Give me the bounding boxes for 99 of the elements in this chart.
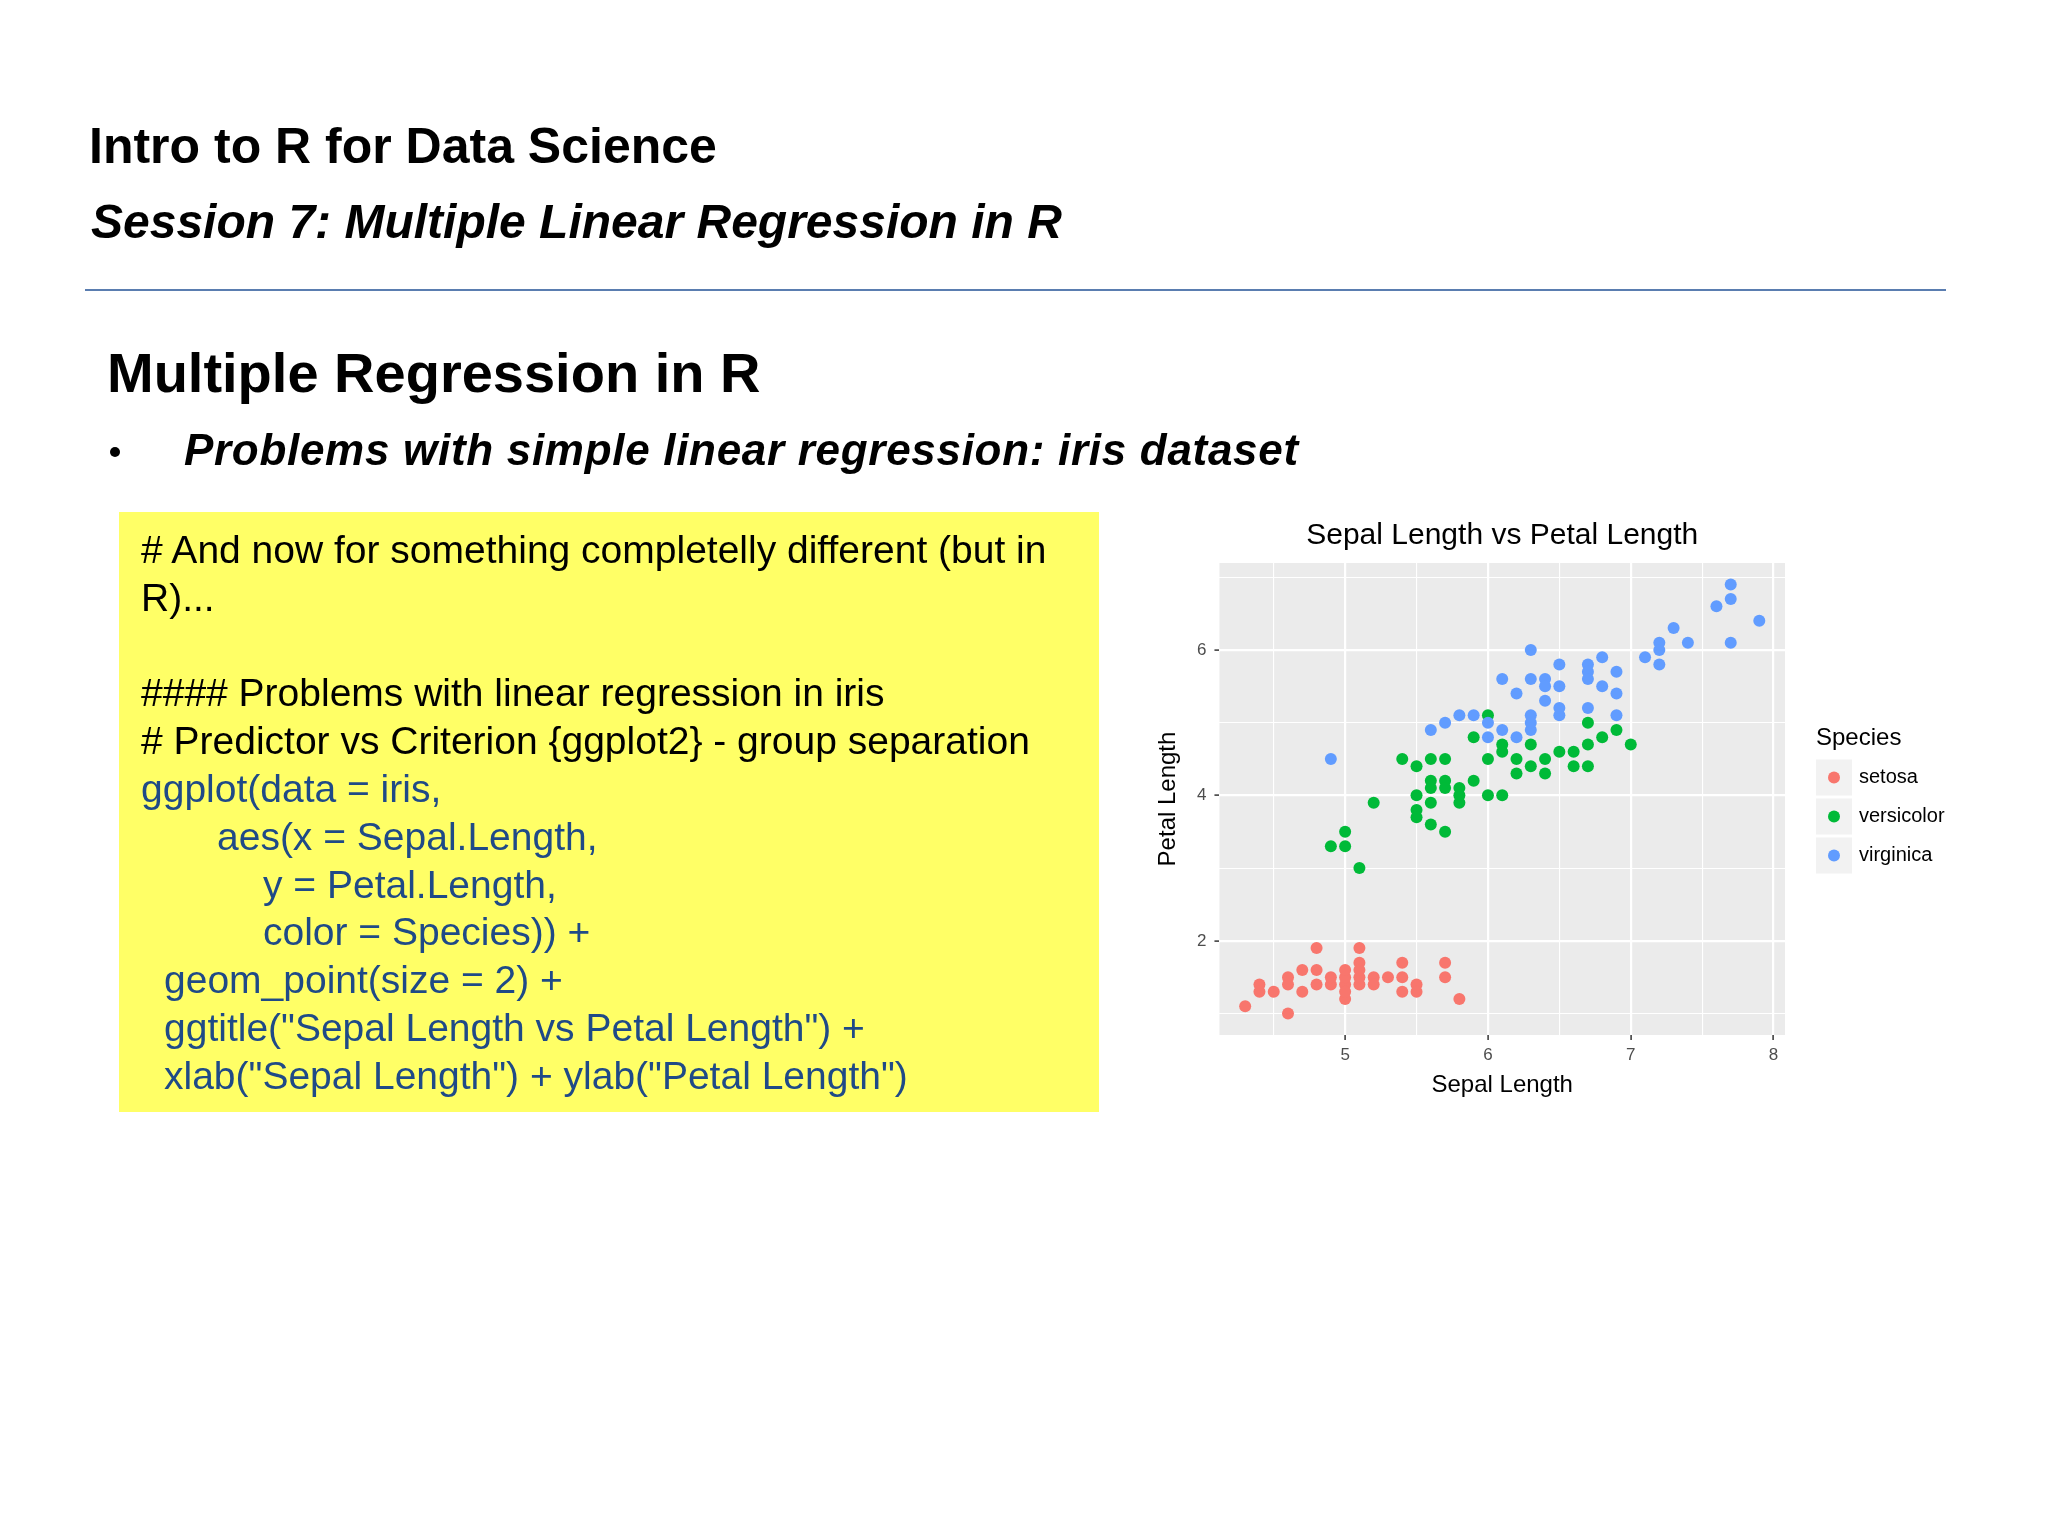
text: Problems with simple linear regression: iris dataset (184, 425, 1299, 474)
chart-title: Sepal Length vs Petal Length (1306, 517, 1699, 551)
point (1481, 731, 1494, 744)
point (1581, 760, 1594, 773)
point (1553, 680, 1566, 693)
point (1610, 687, 1623, 700)
point (1296, 963, 1309, 976)
point (1553, 658, 1566, 671)
x-tick-label: 7 (1626, 1044, 1636, 1064)
point (1410, 760, 1423, 773)
point (1710, 600, 1723, 613)
point (1596, 680, 1609, 693)
point (1510, 731, 1523, 744)
point (1267, 985, 1280, 998)
text: Session 7: Multiple Linear Regression in R (91, 195, 1062, 248)
point (1381, 971, 1394, 984)
y-tick-label: 6 (1196, 639, 1207, 659)
point (1324, 840, 1337, 853)
point (1724, 636, 1737, 649)
point (1310, 942, 1323, 955)
legend-title: Species (1816, 723, 1902, 751)
point (1467, 709, 1480, 722)
point (1424, 818, 1437, 831)
point (1510, 767, 1523, 780)
point (1424, 753, 1437, 765)
point (1610, 665, 1623, 678)
point (1610, 723, 1623, 736)
legend-label: virginica (1859, 843, 1934, 866)
point (1510, 753, 1523, 765)
point (1339, 840, 1352, 853)
y-tick-label: 4 (1196, 785, 1207, 805)
x-tick-label: 6 (1483, 1044, 1493, 1064)
point (1481, 753, 1494, 765)
point (1396, 956, 1409, 969)
point (1439, 825, 1452, 838)
point (1396, 971, 1409, 984)
point (1753, 614, 1766, 627)
point (1353, 862, 1366, 875)
x-axis-title: Sepal Length (1431, 1070, 1573, 1098)
point (1624, 738, 1637, 751)
legend-label: versicolor (1859, 804, 1945, 827)
point (1496, 673, 1509, 685)
point (1496, 789, 1509, 802)
point (1581, 716, 1594, 729)
point (1324, 753, 1337, 765)
point (1524, 738, 1537, 751)
point (1639, 651, 1652, 664)
point (1439, 956, 1452, 969)
point (1453, 993, 1466, 1005)
point (1396, 985, 1409, 998)
code-panel: # And now for something completelly different (but in R)... #### Problems with linear regression in iris # Predictor vs Criterion {ggplot2} - group separation ggplot(data = iris, aes(x = Sepal.Length, y = Petal.Length, color = Species)) + geom_point(size = 2) + ggtitle("Sepal Length vs Petal Length") + xlab("Sepal Length") + ylab("Petal Length") (119, 512, 1099, 1112)
point (1467, 774, 1480, 787)
point (1282, 1007, 1295, 1020)
point (1610, 709, 1623, 722)
point (1310, 963, 1323, 976)
point (1724, 578, 1737, 591)
point (1539, 753, 1552, 765)
point (1667, 622, 1680, 635)
point (1439, 753, 1452, 765)
point (1653, 658, 1666, 671)
point (1524, 643, 1537, 656)
point (1581, 738, 1594, 751)
point (1681, 636, 1694, 649)
point (1410, 789, 1423, 802)
point (1581, 702, 1594, 715)
point (1239, 1000, 1252, 1013)
point (1367, 796, 1380, 809)
legend-label: setosa (1859, 765, 1919, 788)
text: Multiple Regression in R (107, 341, 761, 404)
point (1524, 673, 1537, 685)
x-tick-label: 8 (1768, 1044, 1779, 1064)
point (1524, 760, 1537, 773)
point (1296, 985, 1309, 998)
point (1467, 731, 1480, 744)
point (1453, 709, 1466, 722)
point (1724, 593, 1737, 605)
point (1310, 978, 1323, 991)
point (1539, 694, 1552, 707)
y-axis-title: Petal Length (1153, 731, 1181, 867)
point (1424, 723, 1437, 736)
x-tick-label: 5 (1340, 1044, 1350, 1064)
point (1439, 716, 1452, 729)
point (1439, 971, 1452, 984)
point (1481, 716, 1494, 729)
point (1396, 753, 1409, 765)
point (1510, 687, 1523, 700)
point (1553, 745, 1566, 758)
point (1481, 789, 1494, 802)
point (1567, 745, 1580, 758)
y-tick-label: 2 (1196, 930, 1207, 950)
point (1339, 825, 1352, 838)
point (1496, 723, 1509, 736)
text: Intro to R for Data Science (89, 118, 717, 174)
point (1424, 796, 1437, 809)
point (1539, 767, 1552, 780)
point (1353, 942, 1366, 955)
point (1567, 760, 1580, 773)
point (1596, 731, 1609, 744)
point (1596, 651, 1609, 664)
